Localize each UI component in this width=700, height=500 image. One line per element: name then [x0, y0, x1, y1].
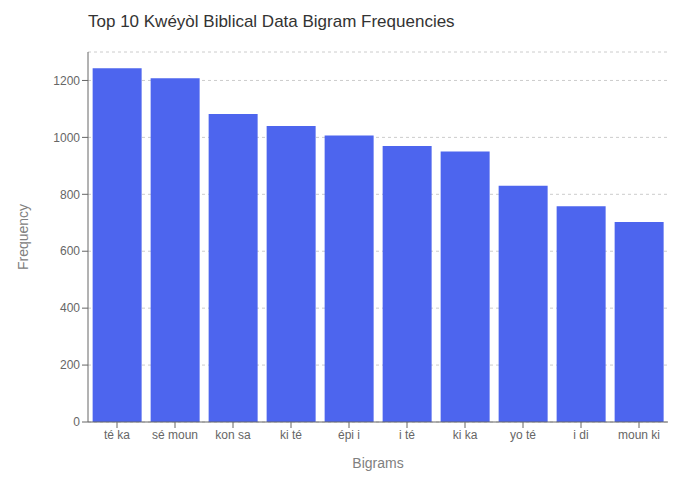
svg-text:600: 600 [60, 244, 80, 258]
svg-text:yo té: yo té [510, 428, 536, 442]
svg-text:Frequency: Frequency [15, 204, 31, 270]
html-text:Top 10 Kwéyòl Biblical Data Bi: Top 10 Kwéyòl Biblical Data Bigram Frequ… [88, 12, 455, 31]
svg-text:i té: i té [399, 428, 415, 442]
svg-text:kon sa: kon sa [215, 428, 251, 442]
svg-text:moun ki: moun ki [618, 428, 660, 442]
svg-text:sé moun: sé moun [152, 428, 198, 442]
svg-text:ki té: ki té [280, 428, 302, 442]
svg-text:ki ka: ki ka [453, 428, 478, 442]
svg-text:1000: 1000 [53, 131, 80, 145]
svg-text:800: 800 [60, 188, 80, 202]
svg-text:Bigrams: Bigrams [352, 455, 403, 471]
svg-text:té ka: té ka [104, 428, 130, 442]
svg-text:0: 0 [73, 415, 80, 429]
svg-text:1200: 1200 [53, 74, 80, 88]
svg-text:200: 200 [60, 358, 80, 372]
svg-text:épi i: épi i [338, 428, 360, 442]
svg-text:400: 400 [60, 301, 80, 315]
svg-text:i di: i di [573, 428, 588, 442]
